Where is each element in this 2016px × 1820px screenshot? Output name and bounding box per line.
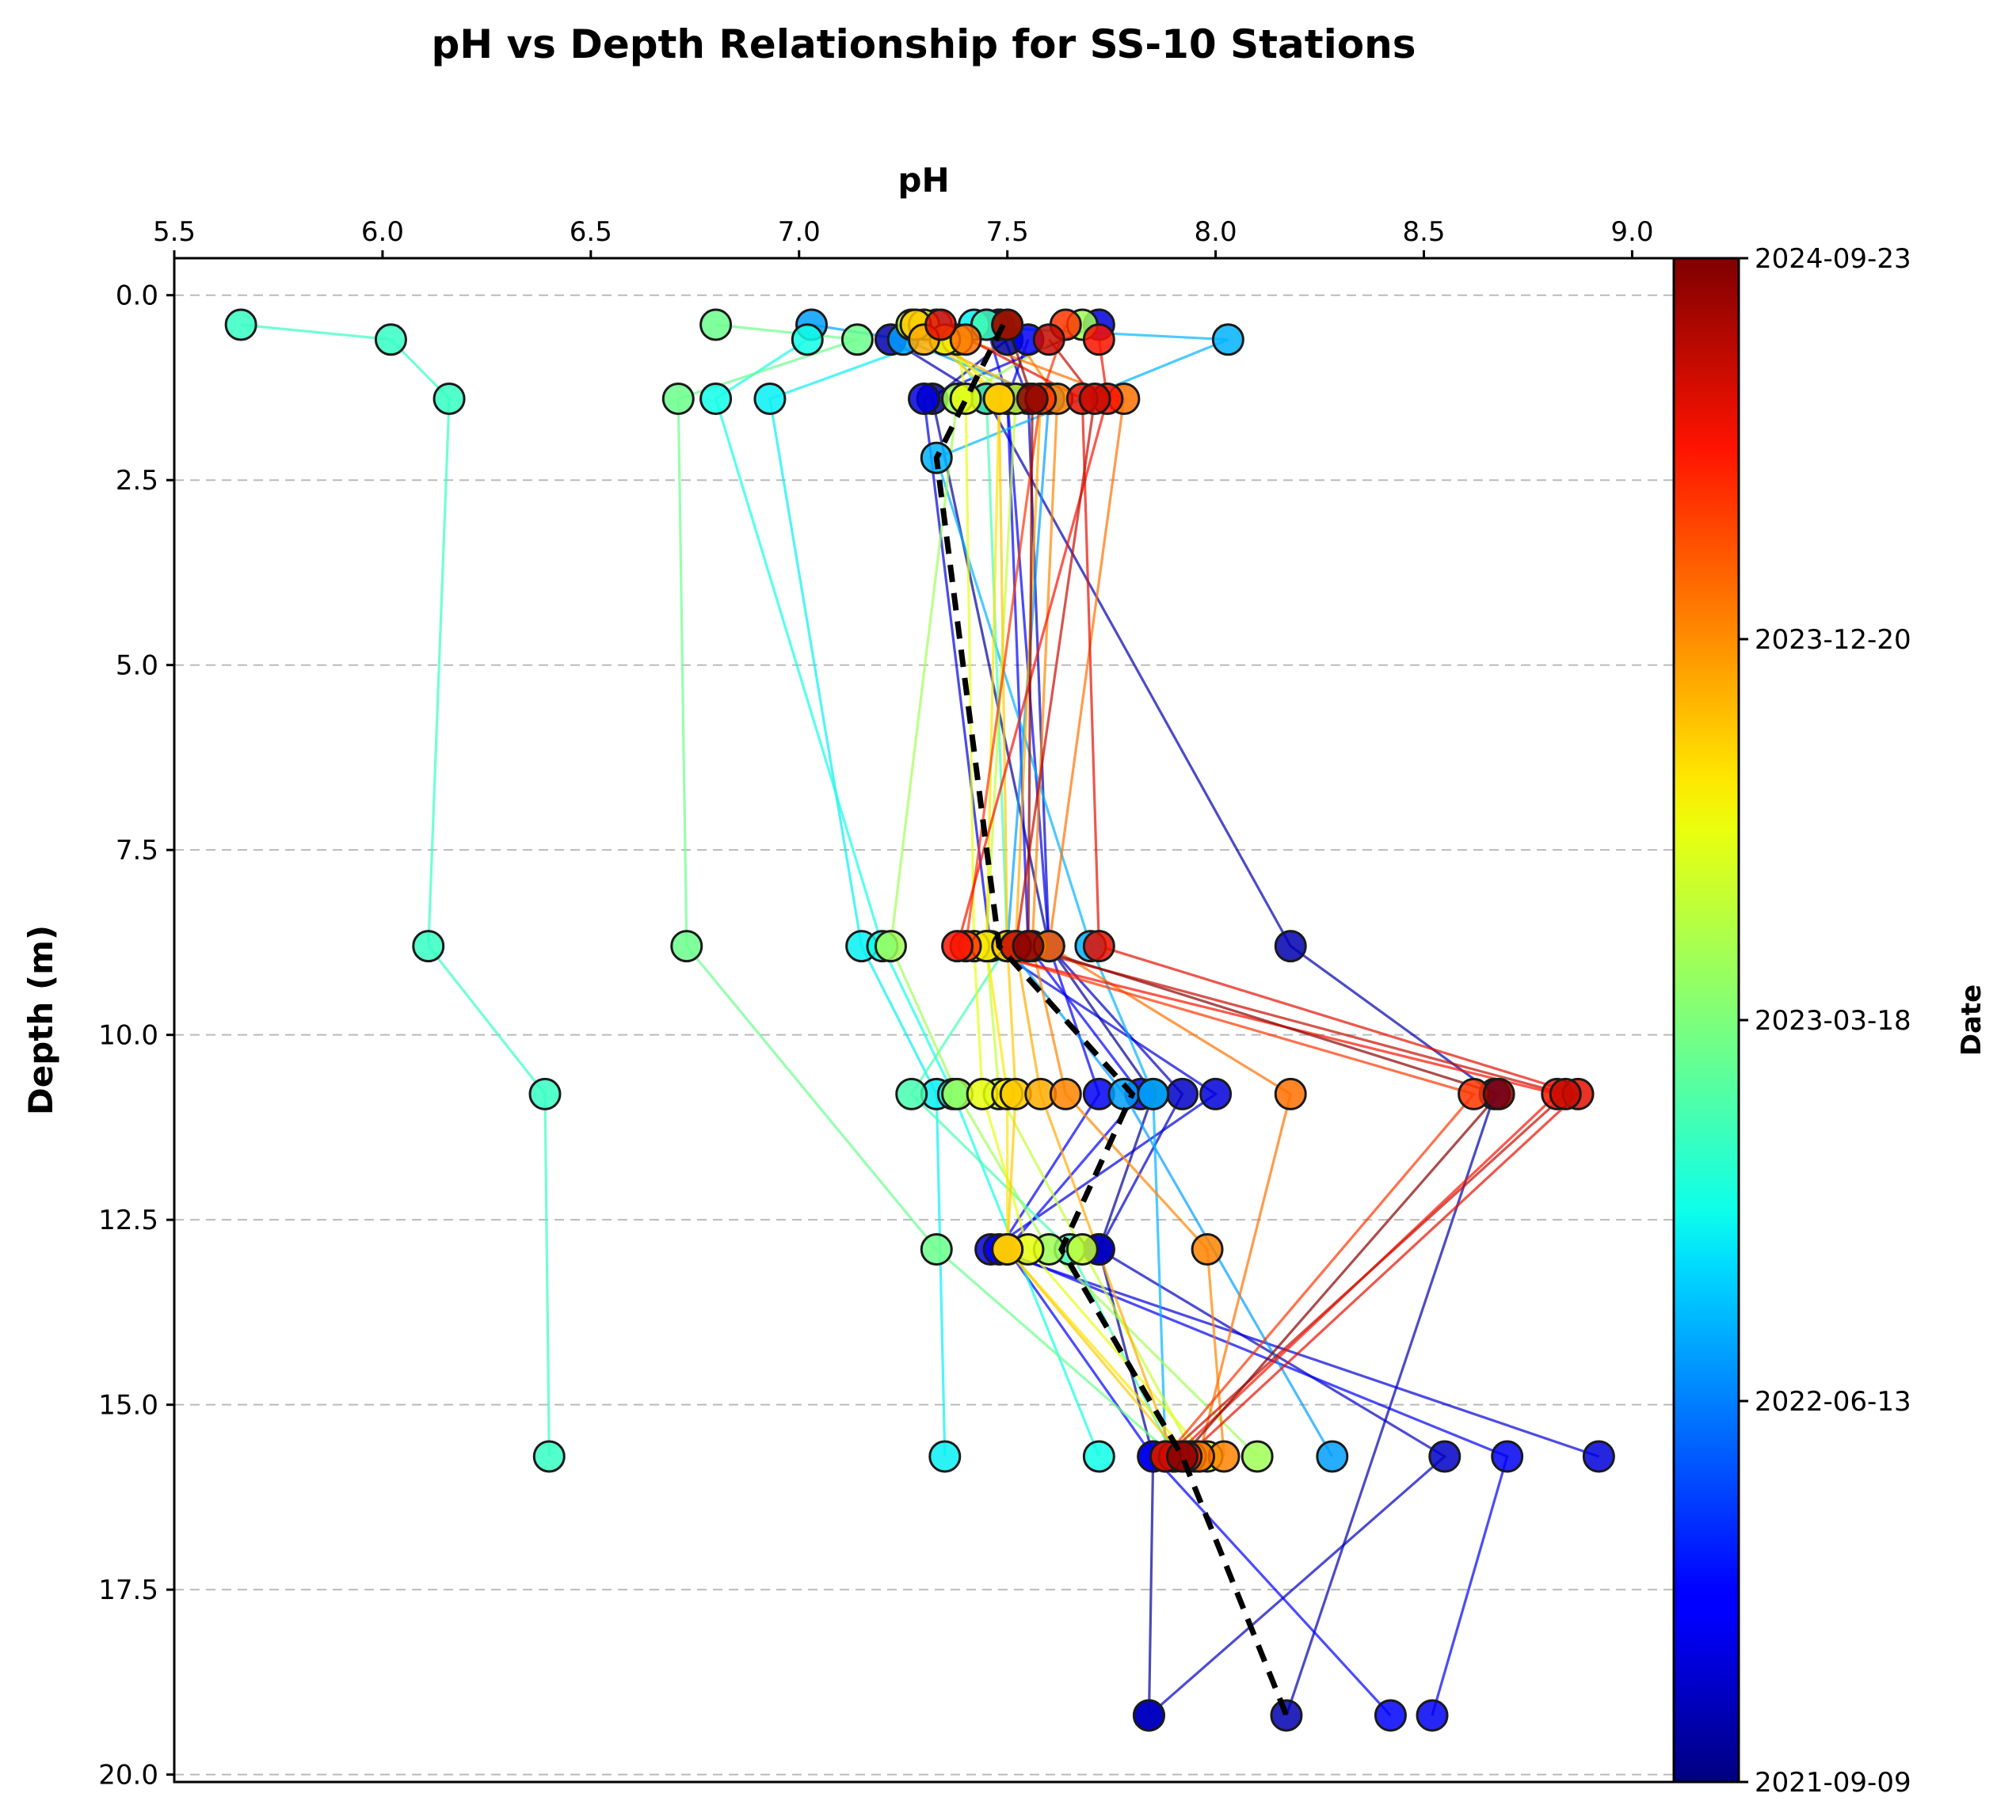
x-axis-ticks: 5.5 6.0 6.5 7.0 7.5 8.0 8.5 9.0 [153, 216, 1653, 258]
y-tick-label: 5.0 [116, 650, 158, 682]
data-point [928, 1440, 962, 1473]
data-point [374, 323, 407, 356]
mean-profile [933, 323, 1290, 1717]
y-tick-label: 10.0 [98, 1020, 158, 1052]
data-point [1416, 1699, 1449, 1732]
x-axis-label: pH [897, 161, 949, 200]
data-point [1582, 1440, 1615, 1473]
data-point [791, 323, 824, 356]
data-points [224, 308, 1615, 1732]
data-point [1082, 1440, 1115, 1473]
data-point [1274, 930, 1307, 963]
data-point [840, 323, 874, 356]
data-point [1482, 1077, 1515, 1110]
data-point [1491, 1440, 1524, 1473]
profile-line [935, 323, 1229, 1457]
x-tick-label: 6.5 [570, 216, 612, 248]
data-point [1270, 1699, 1303, 1732]
y-tick-label: 0.0 [116, 280, 158, 312]
data-point [895, 1077, 928, 1110]
data-point [1240, 1440, 1274, 1473]
x-tick-label: 7.5 [986, 216, 1029, 248]
colorbar-tick-label: 2023-03-18 [1755, 1005, 1911, 1037]
data-point [412, 930, 445, 963]
profile-line [914, 323, 1183, 1458]
x-tick-label: 6.0 [361, 216, 404, 248]
data-point [991, 1233, 1024, 1266]
profile-line [676, 323, 1176, 1458]
data-point [1132, 1699, 1165, 1732]
colorbar [1672, 257, 1740, 1784]
y-axis-label: Depth (m) [21, 925, 60, 1115]
colorbar-tick-label: 2024-09-23 [1755, 243, 1911, 275]
data-point [1032, 323, 1065, 356]
colorbar-label: Date [1956, 984, 1987, 1056]
x-tick-label: 8.0 [1195, 216, 1237, 248]
colorbar-tick-label: 2021-09-09 [1755, 1767, 1911, 1799]
profile-lines [240, 323, 1599, 1717]
data-point [1428, 1440, 1462, 1473]
data-point [924, 308, 958, 341]
profile-line [923, 323, 1209, 1458]
data-point [699, 382, 733, 415]
colorbar-tick-label: 2022-06-13 [1755, 1386, 1911, 1418]
x-tick-label: 9.0 [1610, 216, 1653, 248]
data-point [1082, 323, 1115, 356]
data-point [753, 382, 787, 415]
data-point [982, 382, 1016, 415]
y-tick-label: 7.5 [116, 835, 158, 866]
data-point [528, 1077, 562, 1110]
y-axis-ticks: 0.0 2.5 5.0 7.5 10.0 12.5 15.0 17.5 20.0 [98, 280, 174, 1791]
y-tick-label: 20.0 [98, 1760, 158, 1791]
data-point [1549, 1077, 1582, 1110]
data-point [874, 930, 907, 963]
data-point [949, 382, 982, 415]
chart-title: pH vs Depth Relationship for SS-10 Stati… [432, 21, 1416, 67]
data-point [1012, 930, 1045, 963]
profile-line [240, 323, 551, 1457]
data-point [1016, 382, 1049, 415]
profile-line [923, 338, 1176, 1457]
data-point [661, 382, 695, 415]
data-point [1137, 1077, 1170, 1110]
x-tick-label: 5.5 [153, 216, 196, 248]
colorbar-tick-label: 2023-12-20 [1755, 624, 1911, 656]
data-point [1274, 1077, 1307, 1110]
data-point [1211, 323, 1244, 356]
x-tick-label: 8.5 [1402, 216, 1445, 248]
data-point [433, 382, 466, 415]
x-tick-label: 7.0 [778, 216, 821, 248]
y-tick-label: 2.5 [116, 465, 158, 497]
data-point [1199, 1077, 1233, 1110]
data-point [1316, 1440, 1349, 1473]
mean-profile-line [933, 323, 1290, 1717]
data-point [532, 1440, 566, 1473]
colorbar-ticks: 2021-09-09 2022-06-13 2023-03-18 2023-12-20… [1739, 243, 1911, 1799]
data-point [699, 308, 733, 341]
data-point [224, 308, 257, 341]
y-tick-label: 17.5 [98, 1574, 158, 1606]
profile-line [931, 324, 1155, 1715]
y-tick-label: 12.5 [98, 1205, 158, 1236]
data-point [1049, 1077, 1082, 1110]
data-point [949, 323, 982, 356]
data-point [1166, 1077, 1199, 1110]
data-point [1166, 1440, 1199, 1473]
profile-line [890, 338, 1496, 1716]
data-point [1078, 382, 1111, 415]
data-point [1082, 930, 1115, 963]
data-point [670, 930, 703, 963]
y-tick-label: 15.0 [98, 1390, 158, 1422]
data-point [941, 930, 974, 963]
profile-line [985, 324, 1392, 1716]
data-point [1191, 1233, 1224, 1266]
data-point [920, 1233, 953, 1266]
data-point [1374, 1699, 1407, 1732]
data-point [1065, 1233, 1099, 1266]
data-point [908, 382, 940, 415]
